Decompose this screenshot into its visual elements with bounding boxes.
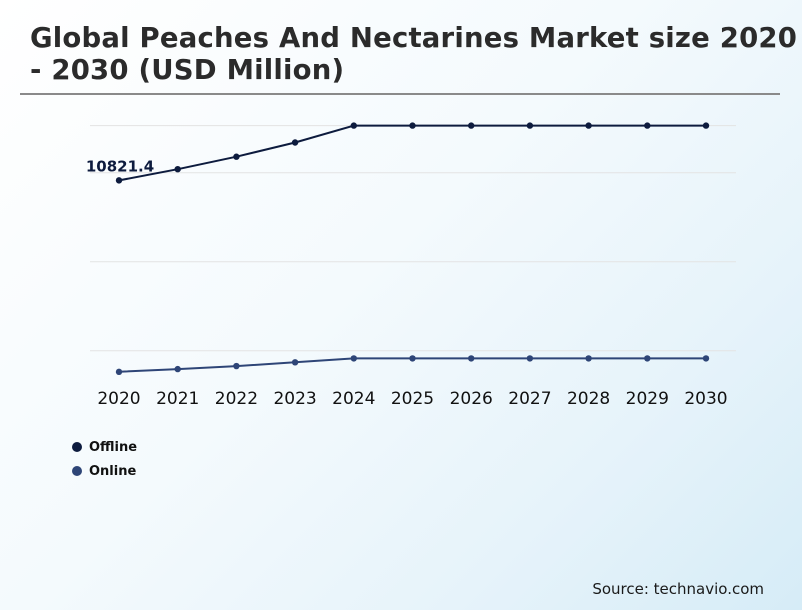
data-label: 10821.4 [86, 157, 154, 175]
data-point-online [174, 365, 181, 373]
data-point-offline [585, 122, 592, 129]
x-tick-label: 2022 [215, 389, 258, 409]
data-point-online [526, 355, 534, 362]
x-tick-label: 2027 [508, 389, 551, 409]
series-line-offline [118, 124, 706, 182]
data-labels: 10821.4 [86, 157, 154, 175]
gridlines [90, 125, 736, 352]
chart-title: Global Peaches And Nectarines Market siz… [30, 22, 798, 86]
data-point-online [291, 359, 299, 366]
legend: Offline Online [72, 435, 137, 483]
data-point-offline [233, 153, 240, 160]
x-tick-label: 2023 [273, 389, 316, 409]
data-point-offline [468, 122, 475, 129]
data-point-offline [644, 122, 651, 129]
x-tick-label: 2025 [391, 389, 434, 409]
data-point-offline [526, 122, 534, 129]
legend-marker-online [72, 466, 82, 476]
series-lines [115, 122, 710, 376]
legend-label-offline: Offline [89, 439, 138, 455]
x-axis: 2020 2021 2022 2023 2024 2025 2026 2027 2028 2029… [97, 389, 727, 409]
data-point-online [409, 355, 416, 362]
x-tick-label: 2024 [332, 389, 375, 409]
legend-marker-offline [72, 442, 82, 452]
data-point-online [468, 355, 475, 362]
data-point-online [585, 355, 592, 362]
data-point-online [350, 355, 357, 362]
data-point-offline [115, 177, 123, 184]
data-point-online [115, 368, 123, 376]
data-point-online [233, 362, 240, 370]
data-point-offline [174, 165, 181, 173]
x-tick-label: 2030 [684, 389, 727, 409]
x-tick-label: 2029 [626, 389, 669, 409]
legend-label-online: Online [89, 463, 137, 479]
x-tick-label: 2020 [97, 389, 140, 409]
x-tick-label: 2021 [156, 389, 199, 409]
legend-item-offline: Offline [72, 435, 137, 459]
legend-item-online: Online [72, 459, 137, 483]
data-point-online [702, 355, 710, 362]
data-point-offline [350, 122, 357, 129]
source-credit: Source: technavio.com [592, 580, 764, 598]
x-tick-label: 2026 [450, 389, 493, 409]
data-point-offline [702, 122, 710, 129]
data-point-offline [291, 139, 299, 146]
x-tick-label: 2028 [567, 389, 610, 409]
data-point-online [644, 355, 651, 362]
title-divider [20, 93, 780, 95]
data-point-offline [409, 122, 416, 129]
